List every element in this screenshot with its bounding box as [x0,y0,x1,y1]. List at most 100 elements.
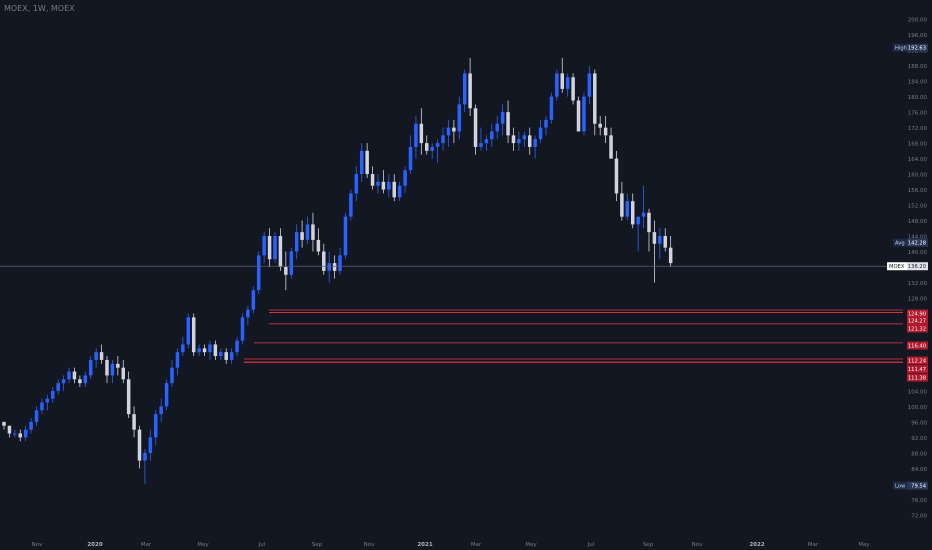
candle-body [376,181,380,186]
candle-body [435,143,440,147]
candle-body [229,352,234,360]
y-axis-tick-label: 152.00 [908,204,928,210]
candle-body [603,127,608,136]
candle-body [40,402,44,411]
y-axis-tick-label: 148.00 [908,219,928,225]
y-axis-tick-label: 184.00 [908,80,928,86]
candle-body [582,96,586,132]
marker-value: 192.63 [908,46,926,52]
candle-body [354,174,359,194]
candle-body [240,317,245,341]
candle-body [110,363,115,376]
candle-body [522,135,527,140]
candle-body [430,146,434,151]
x-axis-tick-label: Nov [364,542,375,548]
candle-body [468,73,472,109]
candle-body [549,96,554,120]
last-price-name: MOEX [889,264,905,270]
price-level-label: 116.40 [908,344,926,350]
x-axis-tick-label: Sep [312,542,323,548]
candle-body [305,224,310,240]
candle-body [587,73,592,97]
candle-body [322,251,326,271]
x-axis-tick-label: Jul [258,542,266,548]
candle-body [132,414,136,430]
candle-body [359,150,364,175]
price-level-label-box [907,356,928,365]
candle-body [2,421,6,426]
candle-body [527,135,532,147]
x-axis-tick-label: May [858,542,870,548]
x-axis-tick-label: May [197,542,209,548]
marker-name: High [895,46,907,52]
candle-body [625,201,630,217]
y-axis-tick-label: 168.00 [908,142,928,148]
candle-body [462,73,467,105]
candle-body [311,224,315,240]
y-axis-tick-label: 84.00 [911,467,927,473]
candle-body [560,73,565,89]
candle-body [99,352,104,360]
candle-body [45,398,50,403]
candle-body [289,251,294,275]
candle-body [246,309,250,318]
last-price-name-box [887,262,907,271]
candle-body [105,359,109,376]
candle-body [387,181,391,190]
candle-body [181,344,185,353]
marker-name: Avg [895,241,905,247]
y-axis-tick-label: 140.00 [908,250,928,256]
candle-body [327,263,331,271]
y-axis-tick-label: 128.00 [908,296,928,302]
candle-body [170,367,174,384]
y-axis-tick-label: 72.00 [911,513,927,519]
candle-body [414,123,418,147]
x-axis-tick-label: Nov [692,542,703,548]
y-axis-tick-label: 144.00 [908,235,928,241]
x-axis-tick-label: 2020 [87,542,102,548]
candle-body [197,348,201,353]
candle-body [256,255,261,291]
candle-body [544,119,548,128]
y-axis-tick-label: 100.00 [908,405,928,411]
candle-body [484,139,489,144]
candle-body [663,236,667,248]
candle-body [517,139,521,144]
candle-body [425,143,429,151]
y-axis-tick-label: 176.00 [908,111,928,117]
y-axis-tick-label: 164.00 [908,157,928,163]
price-level-label-box [907,309,928,318]
price-level-label-box [907,324,928,333]
candle-body [668,247,673,264]
candle-body [658,236,662,244]
candle-body [208,344,212,353]
candle-body [137,429,142,461]
price-level-label-box [907,365,928,373]
candle-body [343,216,348,256]
chart-symbol-title: MOEX, 1W, MOEX [4,4,75,13]
candle-body [446,127,451,136]
candle-body [13,433,17,435]
y-axis-tick-label: 92.00 [911,436,927,442]
candle-body [284,267,288,275]
y-axis-tick-label: 156.00 [908,188,928,194]
y-axis-tick-label: 88.00 [911,451,927,457]
marker-value-box [907,238,928,247]
candle-body [164,383,169,407]
y-axis-tick-label: 132.00 [908,281,928,287]
candle-body [473,108,478,147]
y-axis-tick-label: 196.00 [908,33,928,39]
candle-body [18,433,23,438]
candle-body [34,410,39,422]
x-axis-tick-label: May [525,542,537,548]
candle-body [126,379,131,415]
marker-name: Low [895,484,906,490]
candle-body [538,127,543,140]
price-level-label: 121.32 [908,327,926,333]
candle-body [490,131,494,140]
candle-body [235,340,239,353]
candle-body [224,352,228,360]
marker-name-box [893,43,907,52]
candle-body [647,212,651,233]
